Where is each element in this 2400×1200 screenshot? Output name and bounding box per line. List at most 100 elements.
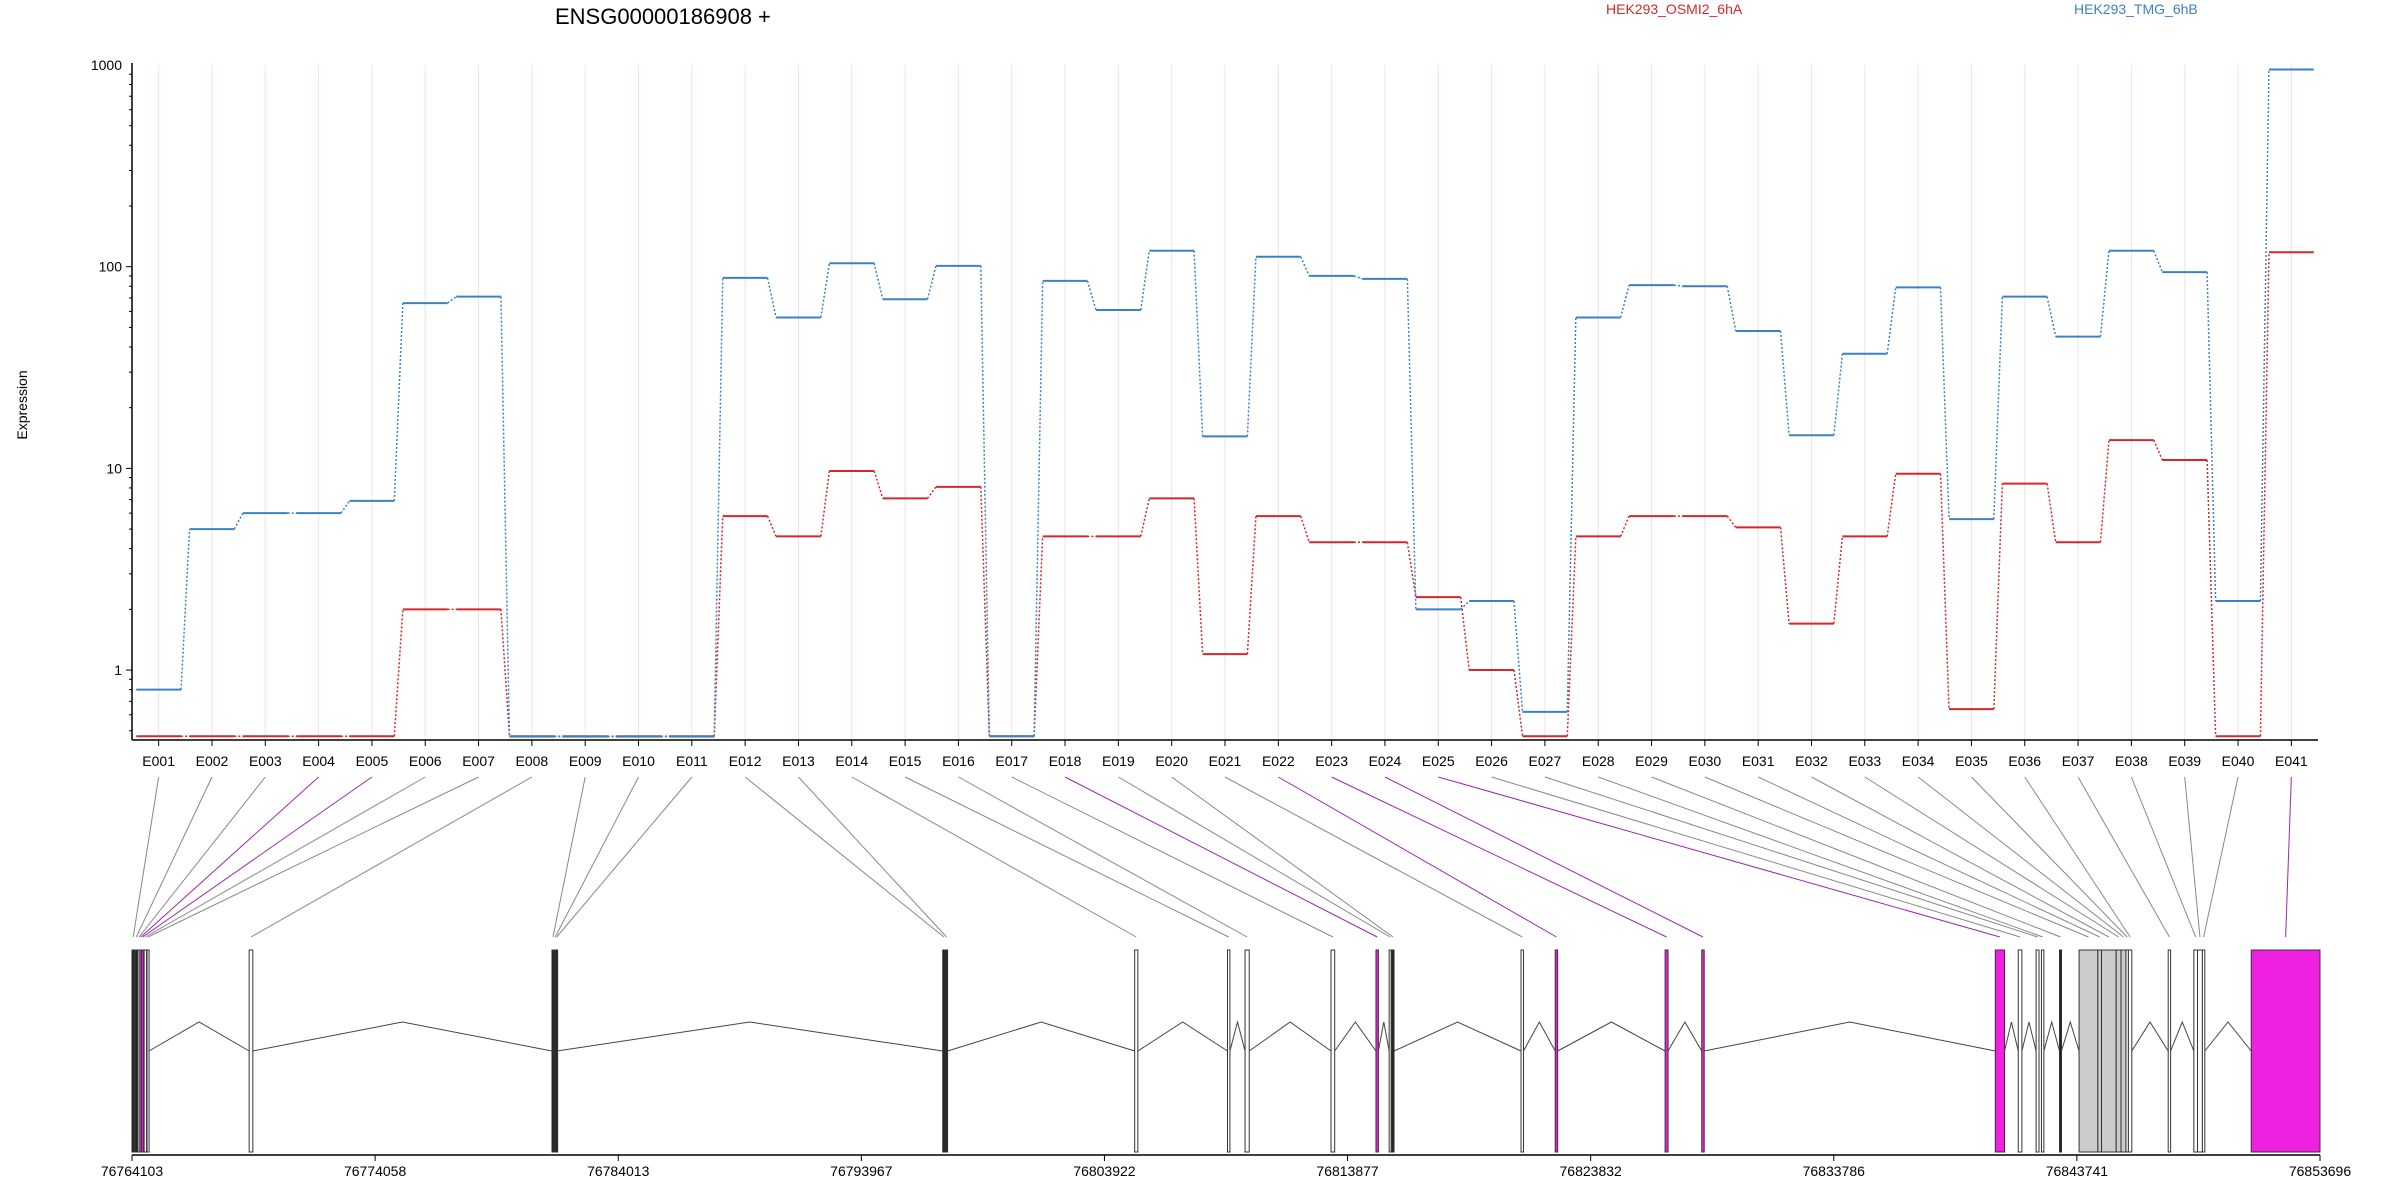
x-tick-label: E028 [1582,753,1615,769]
connector [1726,515,1737,528]
connector [1566,536,1577,737]
series-1 [136,68,2314,738]
exon-block [2197,949,2203,1153]
connector [1779,330,1790,436]
mapping-line [1331,776,1667,938]
exon-block [1244,949,1250,1153]
intron-connector [1557,1021,1666,1052]
connector [713,277,724,737]
genome-tick-label: 76764103 [101,1163,164,1179]
connector [180,529,191,690]
intron-connector [2204,1021,2252,1052]
exon-block [1375,949,1379,1153]
exon-mapping-lines [132,776,2292,938]
connector [873,470,884,499]
intron-connector [1248,1021,1332,1052]
connector [1939,287,1950,520]
mapping-line [1384,776,1704,938]
mapping-line [1598,776,2043,938]
exon-block [942,949,946,1153]
intron-connector [148,1021,250,1052]
mapping-line [132,776,160,938]
connector [1086,280,1097,311]
mapping-line [138,776,266,938]
exon-block [143,949,148,1153]
x-tick-label: E012 [729,753,762,769]
mapping-line [250,776,533,938]
exon-block [141,949,145,1153]
connector [1299,515,1310,543]
connector [500,296,511,737]
exon-block [1226,949,1231,1153]
intron-connector [1523,1020,1556,1052]
mapping-line [142,776,373,938]
mapping-line [556,776,693,938]
exon-block [131,949,135,1153]
exon-block [1388,949,1392,1153]
intron-connector [2021,1021,2037,1052]
intron-connector [1334,1021,1377,1052]
mapping-line [1971,776,2128,938]
intron-connector [1393,1021,1522,1052]
x-tick-label: E029 [1635,753,1668,769]
exon-block [2017,949,2023,1153]
connector [2046,483,2057,543]
mapping-line [1757,776,2100,938]
intron-connector [2004,1021,2019,1052]
exon-block [2035,949,2040,1153]
mapping-line [1224,776,1523,938]
exon-block [2101,949,2117,1153]
genome-tick-label: 76833786 [1803,1163,1866,1179]
connector [980,486,991,737]
x-tick-label: E031 [1742,753,1775,769]
intron-connector [2060,1020,2080,1052]
gene-model [131,949,2321,1153]
connector [1300,256,1310,277]
x-tick-label: E022 [1262,753,1295,769]
x-tick-label: E002 [196,753,229,769]
mapping-line [1917,776,2124,938]
x-tick-label: E006 [409,753,442,769]
intron-connector [556,1021,943,1052]
connector [1459,597,1470,671]
mapping-line [552,776,586,938]
exon-tick-labels: E001 E002 E003 E004 E005 E006 E007 E008 E009 E010… [142,740,2308,769]
x-tick-label: E007 [462,753,495,769]
mapping-line [1118,776,1391,938]
y-tick-label: 100 [99,259,123,275]
exon-block [1330,949,1336,1153]
mapping-line [554,776,639,938]
connector [1193,498,1204,655]
connector [1726,286,1737,332]
intron-connector [1137,1021,1228,1052]
mapping-line [2203,776,2239,938]
connector [1246,516,1257,655]
x-tick-label: E010 [622,753,655,769]
exon-block [2059,949,2063,1153]
connector [820,263,831,318]
connector [2153,250,2164,273]
exon-block [1554,949,1559,1153]
mapping-line [135,776,213,938]
exon-block [2097,949,2103,1153]
mapping-line [1064,776,1378,938]
x-tick-label: E034 [1902,753,1935,769]
exon-block [1134,949,1139,1153]
connector [1619,284,1630,318]
mapping-line [1278,776,1557,938]
exon-block [1391,949,1395,1153]
mapping-line [1811,776,2110,938]
connector [2206,460,2217,737]
x-tick-label: E015 [889,753,922,769]
genome-tick-label: 76803922 [1073,1163,1136,1179]
exon-block [134,949,139,1153]
mapping-line [851,776,1137,938]
exon-block [1701,949,1705,1153]
mapping-line [1704,776,2089,938]
connector [1993,296,2004,520]
mapping-line [2024,776,2131,938]
connector [1566,317,1577,712]
connector [1513,669,1524,737]
connector [820,470,831,537]
